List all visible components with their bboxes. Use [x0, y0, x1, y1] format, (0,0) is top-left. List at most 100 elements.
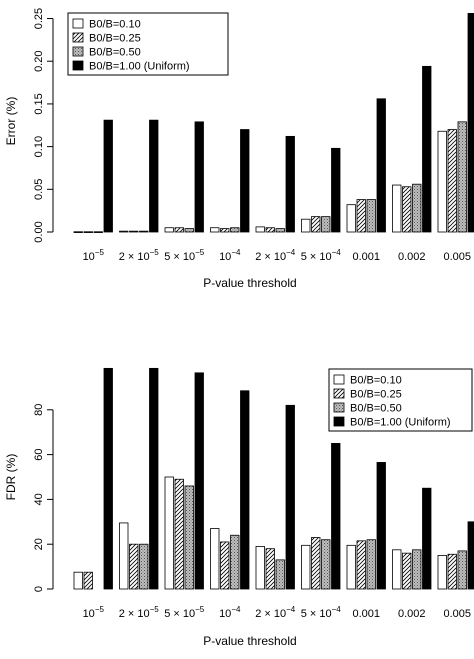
- bar: [255, 546, 265, 590]
- x-tick-base: 0.005: [443, 251, 471, 263]
- bar: [311, 216, 321, 233]
- x-tick-base: 2 × 10: [119, 608, 150, 620]
- x-tick-exponent: −5: [95, 248, 105, 257]
- bar: [422, 65, 432, 233]
- bar: [422, 487, 432, 590]
- bar: [164, 227, 174, 233]
- x-tick-label: 5 × 10−4: [301, 248, 342, 263]
- bar: [194, 121, 204, 233]
- bar: [402, 186, 412, 233]
- bar: [331, 147, 341, 233]
- bar: [73, 231, 83, 233]
- bar: [174, 227, 184, 233]
- x-tick-label: 5 × 10−5: [164, 248, 205, 263]
- bar: [366, 199, 376, 233]
- bar: [376, 98, 386, 233]
- x-tick-exponent: −5: [195, 248, 205, 257]
- x-tick-label: 0.002: [398, 251, 426, 263]
- x-tick-base: 0.002: [398, 251, 426, 263]
- bar: [210, 227, 220, 233]
- x-tick-exponent: −4: [286, 605, 296, 614]
- x-tick-base: 10: [219, 608, 231, 620]
- bar: [73, 571, 83, 590]
- x-tick-base: 10: [219, 251, 231, 263]
- x-tick-label: 10−4: [219, 248, 241, 263]
- bar: [331, 442, 341, 590]
- x-tick-base: 0.002: [398, 608, 426, 620]
- y-tick-label: 0.10: [33, 136, 45, 157]
- bar: [321, 539, 331, 590]
- x-tick-exponent: −4: [286, 248, 296, 257]
- y-axis-label: FDR (%): [4, 454, 18, 501]
- x-tick-label: 0.005: [443, 608, 471, 620]
- x-tick-label: 2 × 10−4: [255, 605, 296, 620]
- bar: [275, 228, 285, 233]
- bar: [265, 548, 275, 590]
- bar: [220, 228, 230, 233]
- bar: [412, 549, 422, 590]
- x-tick-label: 0.001: [352, 608, 380, 620]
- bar: [93, 231, 103, 233]
- x-tick-base: 10: [83, 251, 95, 263]
- bar: [103, 367, 113, 590]
- y-tick-label: 0.15: [33, 93, 45, 114]
- y-tick-label: 0.00: [33, 221, 45, 242]
- legend-swatch: [72, 18, 84, 29]
- y-tick-label: 0.20: [33, 51, 45, 72]
- bar: [366, 539, 376, 590]
- x-tick-base: 0.001: [352, 251, 380, 263]
- bar: [392, 184, 402, 233]
- bar: [376, 462, 386, 590]
- x-axis-label: P-value threshold: [203, 634, 296, 648]
- bar: [139, 230, 149, 233]
- bar: [265, 227, 275, 233]
- x-tick-base: 5 × 10: [301, 251, 332, 263]
- y-tick-label: 40: [33, 493, 45, 505]
- bar: [275, 559, 285, 590]
- x-tick-exponent: −5: [150, 605, 160, 614]
- bar: [392, 549, 402, 590]
- x-tick-label: 5 × 10−5: [164, 605, 205, 620]
- x-tick-label: 0.005: [443, 251, 471, 263]
- bar: [412, 183, 422, 233]
- x-tick-base: 2 × 10: [255, 251, 286, 263]
- bar: [447, 129, 457, 233]
- bar: [402, 552, 412, 590]
- x-tick-base: 5 × 10: [301, 608, 332, 620]
- x-tick-exponent: −4: [231, 248, 241, 257]
- legend-label: B0/B=0.10: [89, 19, 141, 31]
- bar: [240, 129, 250, 233]
- bar: [149, 367, 159, 590]
- y-tick-label: 0: [33, 586, 45, 592]
- x-tick-exponent: −5: [150, 248, 160, 257]
- legend-swatch: [333, 402, 345, 413]
- bar: [447, 553, 457, 590]
- bar: [437, 555, 447, 590]
- x-tick-base: 2 × 10: [119, 251, 150, 263]
- x-tick-label: 10−5: [83, 248, 105, 263]
- x-tick-exponent: −4: [332, 248, 342, 257]
- bar: [240, 390, 250, 590]
- legend-label: B0/B=0.50: [89, 47, 141, 59]
- x-tick-exponent: −5: [95, 605, 105, 614]
- x-tick-exponent: −5: [195, 605, 205, 614]
- bar: [119, 522, 129, 590]
- x-tick-label: 10−5: [83, 605, 105, 620]
- bar: [220, 541, 230, 590]
- legend-label: B0/B=1.00 (Uniform): [89, 61, 190, 73]
- bar: [129, 230, 139, 233]
- y-tick-label: 80: [33, 404, 45, 416]
- x-tick-label: 0.001: [352, 251, 380, 263]
- x-tick-base: 10: [83, 608, 95, 620]
- y-tick-label: 0.25: [33, 8, 45, 29]
- bar: [467, 521, 474, 590]
- x-tick-base: 5 × 10: [164, 251, 195, 263]
- x-tick-label: 5 × 10−4: [301, 605, 342, 620]
- bar: [83, 231, 93, 233]
- legend-swatch: [333, 388, 345, 399]
- bar: [346, 544, 356, 590]
- bar: [119, 230, 129, 233]
- legend-box: [67, 12, 229, 76]
